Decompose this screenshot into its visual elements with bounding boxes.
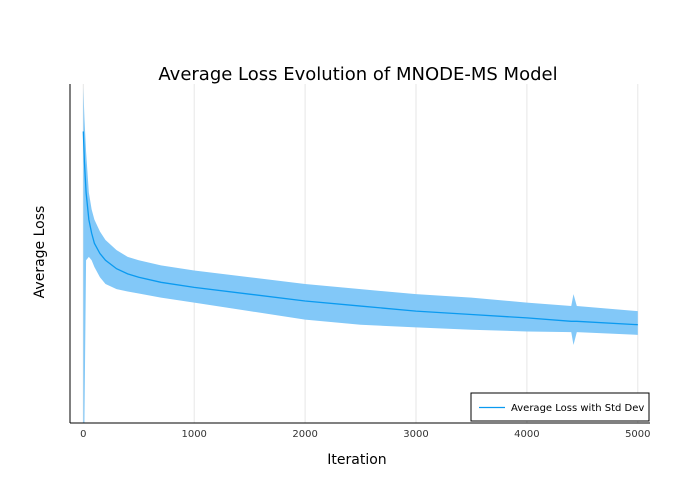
std-dev-band — [83, 87, 638, 423]
x-tick-labels: 0 1000 2000 3000 4000 5000 — [80, 429, 650, 440]
legend-label: Average Loss with Std Dev — [511, 403, 644, 414]
x-tick-label: 1000 — [181, 429, 206, 440]
x-tick-label: 5000 — [625, 429, 650, 440]
x-tick-label: 2000 — [292, 429, 317, 440]
y-axis-label: Average Loss — [32, 206, 48, 299]
x-tick-label: 0 — [80, 429, 86, 440]
x-tick-label: 3000 — [403, 429, 428, 440]
x-tick-label: 4000 — [514, 429, 539, 440]
chart-title: Average Loss Evolution of MNODE-MS Model — [158, 64, 557, 85]
mean-loss-line — [82, 131, 638, 326]
legend: Average Loss with Std Dev — [470, 392, 650, 422]
x-axis-label: Iteration — [327, 452, 386, 468]
grid-lines — [82, 84, 639, 423]
